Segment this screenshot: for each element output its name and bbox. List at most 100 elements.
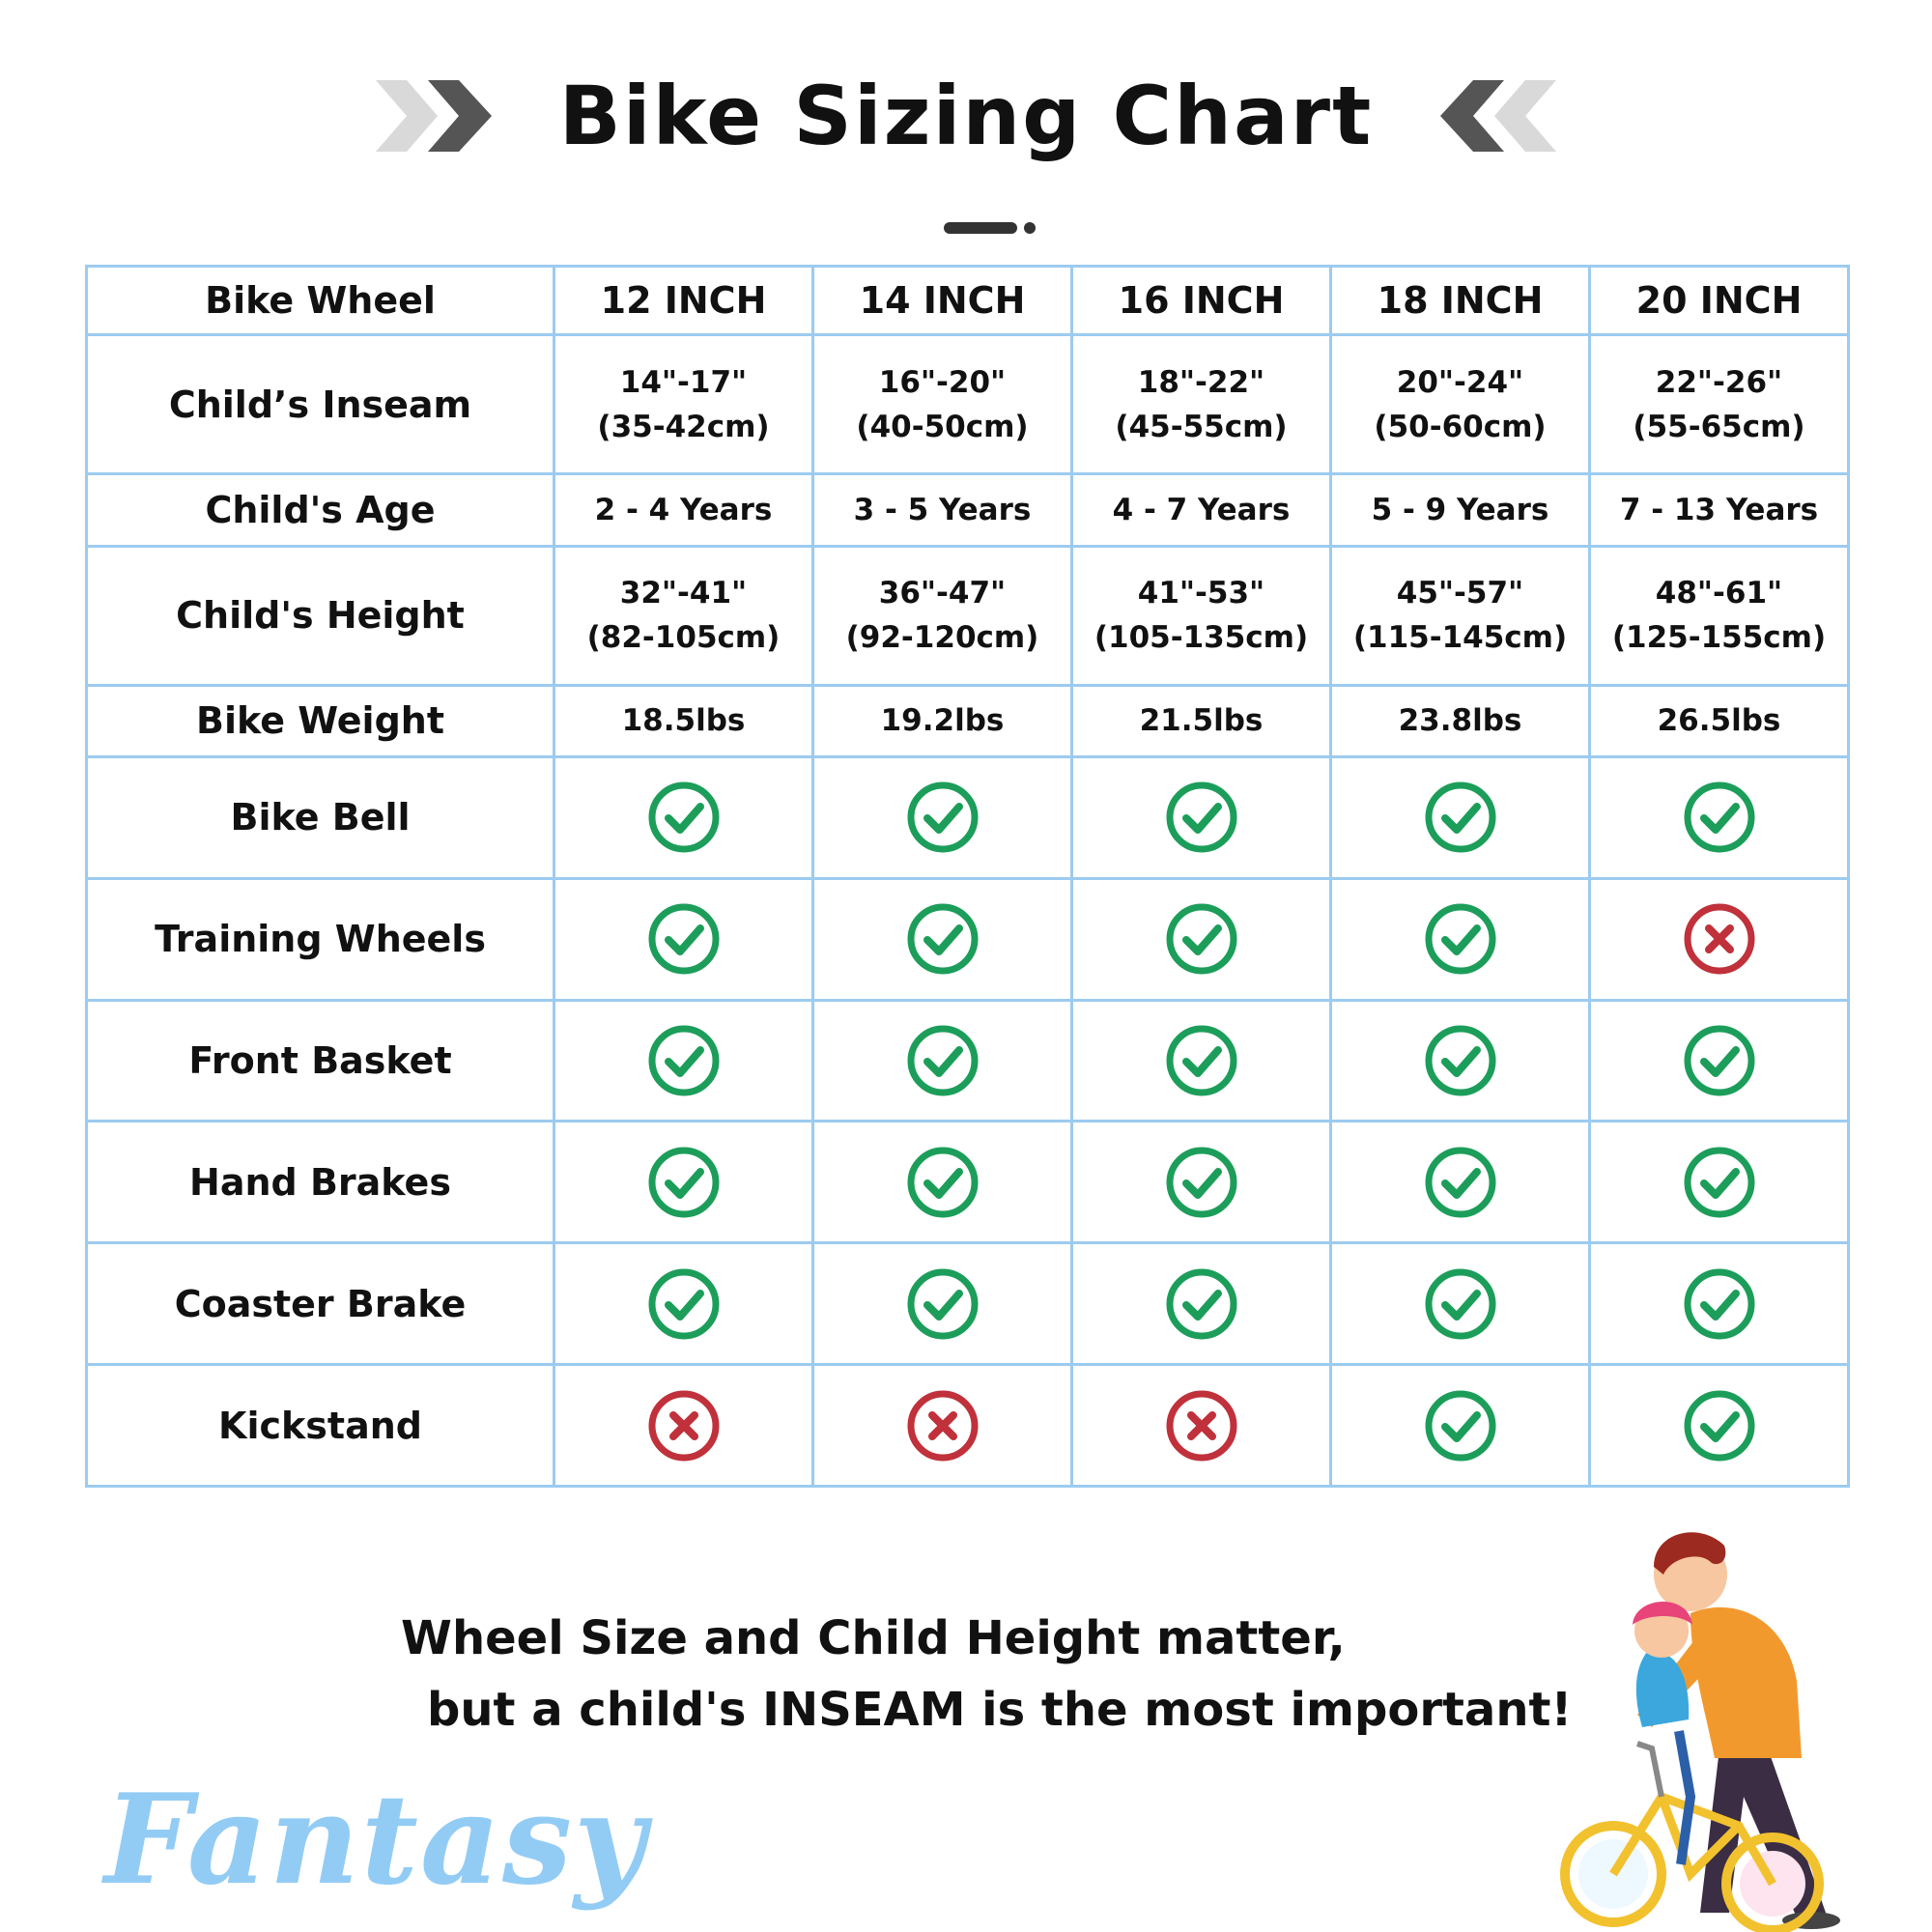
check-circle-icon bbox=[1684, 1147, 1754, 1218]
table-row: Coaster Brake bbox=[85, 1241, 1850, 1367]
check-circle-icon bbox=[907, 1025, 978, 1096]
wheel-size-header: 18 INCH bbox=[1329, 264, 1591, 337]
spec-value-cell: 18.5lbs bbox=[553, 683, 814, 758]
feature-cell bbox=[1588, 1120, 1850, 1245]
feature-cell bbox=[1588, 1363, 1850, 1488]
spec-value-cell: 20"-24" (50-60cm) bbox=[1329, 333, 1591, 476]
sizing-table-wrapper: Bike Wheel 12 INCH 14 INCH 16 INCH 18 IN… bbox=[85, 264, 1850, 1488]
header: Bike Sizing Chart bbox=[0, 48, 1932, 184]
feature-cell bbox=[811, 1120, 1073, 1245]
spec-value-cell: 19.2lbs bbox=[811, 683, 1073, 758]
feature-cell bbox=[553, 998, 814, 1123]
wheel-size-header: 14 INCH bbox=[811, 264, 1073, 337]
table-row: Child’s Inseam 14"-17" (35-42cm) 16"-20" (… bbox=[85, 333, 1850, 476]
check-circle-icon bbox=[1425, 1025, 1495, 1096]
check-circle-icon bbox=[907, 903, 978, 975]
wheel-size-header: 20 INCH bbox=[1588, 264, 1850, 337]
wheel-size-header: 12 INCH bbox=[553, 264, 814, 337]
cross-circle-icon bbox=[1166, 1390, 1236, 1462]
table-row: Kickstand bbox=[85, 1363, 1850, 1488]
spec-value-cell: 18"-22" (45-55cm) bbox=[1070, 333, 1332, 476]
check-circle-icon bbox=[1425, 1268, 1495, 1340]
feature-cell bbox=[1588, 876, 1850, 1002]
cross-circle-icon bbox=[907, 1390, 978, 1462]
page-title: Bike Sizing Chart bbox=[558, 69, 1374, 163]
feature-cell bbox=[811, 754, 1073, 880]
check-circle-icon bbox=[1684, 781, 1754, 853]
feature-cell bbox=[811, 1363, 1073, 1488]
chevrons-right-icon bbox=[375, 80, 492, 152]
feature-cell bbox=[811, 1241, 1073, 1367]
spec-value-cell: 36"-47" (92-120cm) bbox=[811, 544, 1073, 687]
check-circle-icon bbox=[648, 781, 719, 853]
parent-child-bike-illustration bbox=[1560, 1532, 1840, 1932]
feature-cell bbox=[1070, 754, 1332, 880]
table-row: Bike Bell bbox=[85, 754, 1850, 880]
brand-logo: Fantasy bbox=[104, 1768, 648, 1913]
spec-value-cell: 21.5lbs bbox=[1070, 683, 1332, 758]
row-label: Front Basket bbox=[85, 998, 555, 1123]
check-circle-icon bbox=[1425, 1390, 1495, 1462]
cross-circle-icon bbox=[1684, 903, 1754, 975]
check-circle-icon bbox=[1425, 781, 1495, 853]
row-label: Kickstand bbox=[85, 1363, 555, 1488]
feature-cell bbox=[553, 1120, 814, 1245]
check-circle-icon bbox=[648, 1025, 719, 1096]
check-circle-icon bbox=[648, 903, 719, 975]
check-circle-icon bbox=[1425, 1147, 1495, 1218]
check-circle-icon bbox=[907, 1268, 978, 1340]
check-circle-icon bbox=[1425, 903, 1495, 975]
title-divider bbox=[944, 222, 1036, 234]
check-circle-icon bbox=[907, 1147, 978, 1218]
feature-cell bbox=[1329, 754, 1591, 880]
feature-cell bbox=[1588, 754, 1850, 880]
table-row: Front Basket bbox=[85, 998, 1850, 1123]
note-line-1: Wheel Size and Child Height matter, bbox=[401, 1611, 1346, 1665]
spec-value-cell: 32"-41" (82-105cm) bbox=[553, 544, 814, 687]
check-circle-icon bbox=[1684, 1268, 1754, 1340]
feature-cell bbox=[811, 998, 1073, 1123]
feature-cell bbox=[1329, 1120, 1591, 1245]
row-label: Bike Wheel bbox=[85, 264, 555, 337]
spec-value-cell: 41"-53" (105-135cm) bbox=[1070, 544, 1332, 687]
table-row: Training Wheels bbox=[85, 876, 1850, 1002]
check-circle-icon bbox=[1166, 1147, 1236, 1218]
row-label: Child's Height bbox=[85, 544, 555, 687]
row-label: Bike Weight bbox=[85, 683, 555, 758]
check-circle-icon bbox=[1166, 1025, 1236, 1096]
spec-value-cell: 48"-61" (125-155cm) bbox=[1588, 544, 1850, 687]
sizing-table-body: Bike Wheel 12 INCH 14 INCH 16 INCH 18 IN… bbox=[85, 264, 1850, 1488]
table-header-row: Bike Wheel 12 INCH 14 INCH 16 INCH 18 IN… bbox=[85, 264, 1850, 337]
spec-value-cell: 5 - 9 Years bbox=[1329, 472, 1591, 548]
feature-cell bbox=[1329, 1241, 1591, 1367]
feature-cell bbox=[1070, 1363, 1332, 1488]
spec-value-cell: 26.5lbs bbox=[1588, 683, 1850, 758]
row-label: Coaster Brake bbox=[85, 1241, 555, 1367]
check-circle-icon bbox=[648, 1147, 719, 1218]
sizing-table: Bike Wheel 12 INCH 14 INCH 16 INCH 18 IN… bbox=[85, 264, 1850, 1488]
feature-cell bbox=[1588, 1241, 1850, 1367]
note-line-2: but a child's INSEAM is the most importa… bbox=[427, 1683, 1573, 1737]
check-circle-icon bbox=[1684, 1390, 1754, 1462]
spec-value-cell: 45"-57" (115-145cm) bbox=[1329, 544, 1591, 687]
feature-cell bbox=[811, 876, 1073, 1002]
row-label: Training Wheels bbox=[85, 876, 555, 1002]
feature-cell bbox=[553, 876, 814, 1002]
spec-value-cell: 14"-17" (35-42cm) bbox=[553, 333, 814, 476]
check-circle-icon bbox=[1166, 1268, 1236, 1340]
feature-cell bbox=[1070, 876, 1332, 1002]
spec-value-cell: 23.8lbs bbox=[1329, 683, 1591, 758]
row-label: Child’s Inseam bbox=[85, 333, 555, 476]
check-circle-icon bbox=[1684, 1025, 1754, 1096]
spec-value-cell: 22"-26" (55-65cm) bbox=[1588, 333, 1850, 476]
check-circle-icon bbox=[1166, 781, 1236, 853]
row-label: Child's Age bbox=[85, 472, 555, 548]
chevrons-left-icon bbox=[1440, 80, 1557, 152]
check-circle-icon bbox=[907, 781, 978, 853]
feature-cell bbox=[1329, 1363, 1591, 1488]
spec-value-cell: 2 - 4 Years bbox=[553, 472, 814, 548]
table-row: Child's Height 32"-41" (82-105cm) 36"-47" … bbox=[85, 544, 1850, 687]
feature-cell bbox=[1070, 998, 1332, 1123]
wheel-size-header: 16 INCH bbox=[1070, 264, 1332, 337]
feature-cell bbox=[1070, 1120, 1332, 1245]
